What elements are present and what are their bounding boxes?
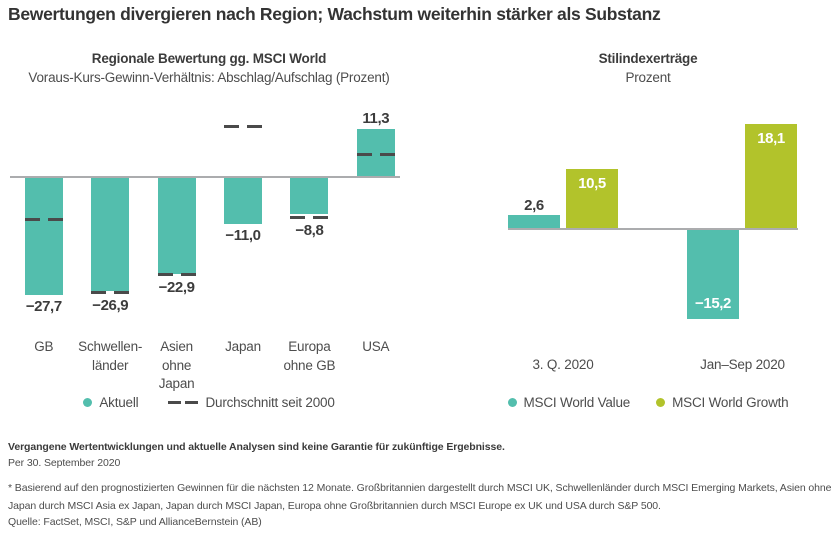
left-chart-title: Regionale Bewertung gg. MSCI World	[91, 51, 327, 66]
left-panel-header: Regionale Bewertung gg. MSCI World Vorau…	[0, 51, 418, 85]
axis-label-europa-ohne-gb: Europa ohne GB	[283, 339, 336, 373]
left-chart-subtitle: Voraus-Kurs-Gewinn-Verhältnis: Abschlag/…	[28, 70, 390, 85]
right-chart-legend: MSCI World Value MSCI World Growth	[458, 395, 838, 410]
value-label-msci-world-growth-jan-sep-2020: 18,1	[757, 130, 785, 148]
legend-item-msci-world-growth: MSCI World Growth	[656, 395, 789, 410]
bar-japan	[224, 177, 262, 224]
legend-item-durchschnitt-seit-2000: Durchschnitt seit 2000	[168, 395, 335, 410]
average-marker-gb	[24, 218, 63, 221]
bar-schwellenl-nder	[91, 177, 130, 292]
value-label-msci-world-value-3-q-2020: 2,6	[524, 196, 544, 214]
value-label-msci-world-growth-3-q-2020: 10,5	[578, 174, 606, 192]
average-marker-usa	[356, 152, 395, 156]
legend-label: Durchschnitt seit 2000	[205, 395, 335, 410]
bar-europa-ohne-gb	[290, 177, 329, 215]
value-label-japan: −11,0	[225, 226, 261, 244]
bar-asien-ohne-japan	[157, 177, 196, 275]
average-marker-asien-ohne-japan	[157, 272, 196, 276]
msci-world-growth-dot-icon	[656, 398, 666, 407]
zero-axis-left	[10, 175, 400, 178]
page-title: Bewertungen divergieren nach Region; Wac…	[8, 4, 661, 24]
axis-label-3-q-2020: 3. Q. 2020	[532, 357, 594, 372]
value-label-europa-ohne-gb: −8,8	[295, 221, 324, 239]
bar-msci-world-growth-jan-sep-2020	[745, 124, 797, 230]
legend-label: MSCI World Growth	[672, 395, 789, 410]
value-label-msci-world-value-jan-sep-2020: −15,2	[695, 294, 731, 312]
legend-label: Aktuell	[99, 395, 139, 410]
as-of-date: Per 30. September 2020	[8, 457, 121, 469]
legend-label: MSCI World Value	[523, 395, 631, 410]
zero-axis-right	[508, 228, 798, 230]
legend-item-aktuell: Aktuell	[83, 395, 139, 410]
legend-item-msci-world-value: MSCI World Value	[507, 395, 631, 410]
axis-label-usa: USA	[362, 339, 390, 354]
axis-label-gb: GB	[34, 339, 54, 354]
bar-msci-world-value-3-q-2020	[508, 214, 560, 230]
disclaimer-text: Vergangene Wertentwicklungen und aktuell…	[8, 441, 505, 453]
bar-msci-world-growth-3-q-2020	[566, 168, 618, 230]
average-marker-schwellenl-nder	[91, 290, 130, 294]
source-text: Quelle: FactSet, MSCI, S&P und AllianceB…	[8, 516, 262, 528]
axis-label-japan: Japan	[225, 339, 261, 354]
axis-label-asien-ohne-japan: Asien ohne Japan	[158, 339, 195, 391]
bar-gb	[24, 177, 63, 295]
value-label-schwellenl-nder: −26,9	[92, 296, 129, 314]
axis-label-jan-sep-2020: Jan–Sep 2020	[700, 357, 785, 372]
average-marker-japan	[224, 124, 262, 128]
dashed-line-legend-icon	[168, 401, 199, 404]
aktuell-dot-icon	[83, 398, 93, 407]
axis-label-schwellenl-nder: Schwellen- länder	[78, 339, 143, 373]
value-label-gb: −27,7	[25, 297, 62, 315]
left-chart-legend: Aktuell Durchschnitt seit 2000	[0, 395, 418, 410]
right-chart-subtitle: Prozent	[625, 70, 671, 85]
average-marker-europa-ohne-gb	[290, 215, 329, 219]
value-label-usa: 11,3	[362, 109, 390, 127]
bar-msci-world-value-jan-sep-2020	[687, 230, 739, 319]
msci-world-value-dot-icon	[507, 398, 517, 407]
right-chart-title: Stilindexerträge	[598, 51, 698, 66]
footnote-text: * Basierend auf den prognostizierten Gew…	[8, 482, 832, 512]
right-panel-header: Stilindexerträge Prozent	[458, 51, 838, 85]
value-label-asien-ohne-japan: −22,9	[158, 278, 195, 296]
